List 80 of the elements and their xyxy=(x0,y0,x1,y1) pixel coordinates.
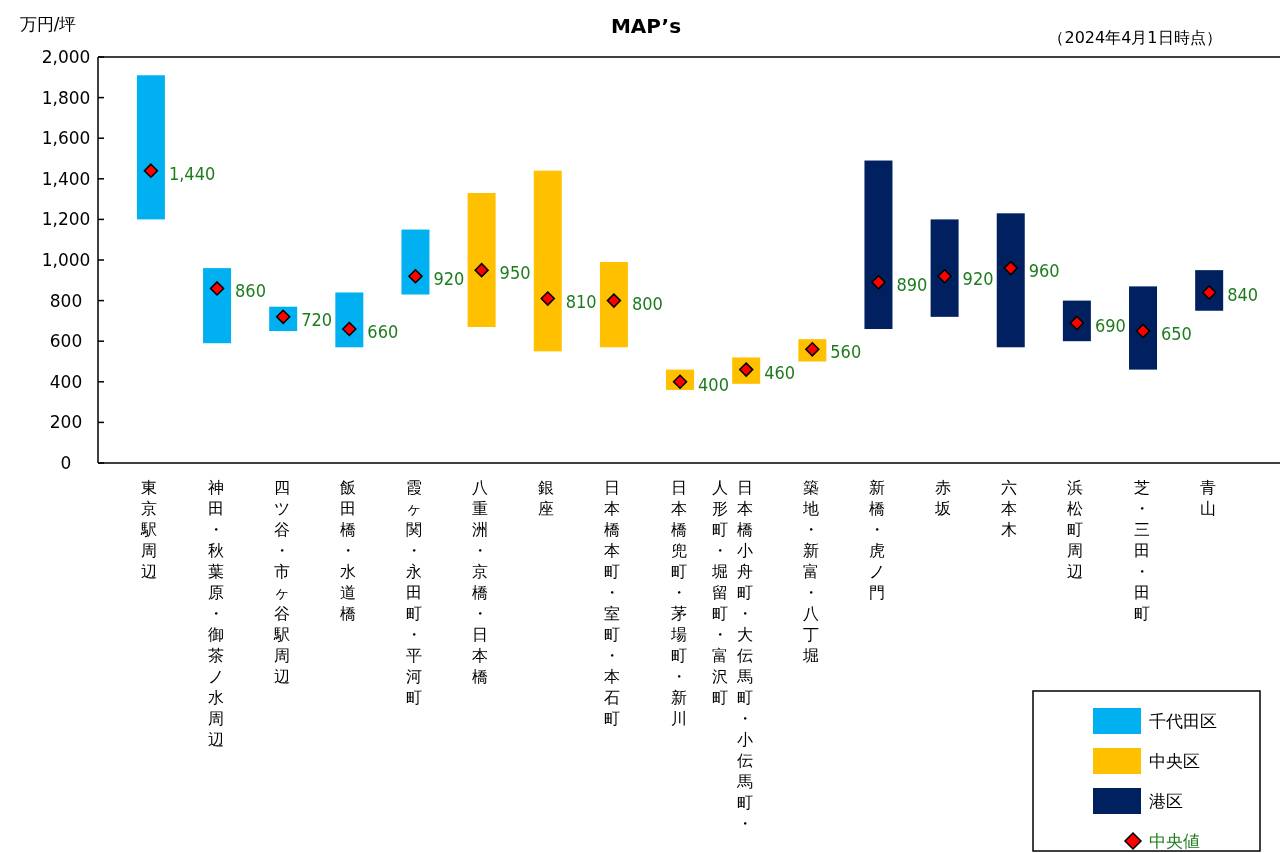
data-label: 660 xyxy=(367,321,399,343)
point xyxy=(540,291,556,306)
x-tick-label: 青山 xyxy=(1199,477,1219,519)
legend-中央区: 中央区 xyxy=(1093,748,1200,774)
point xyxy=(474,262,489,278)
legend-label: 中央値 xyxy=(1149,831,1200,851)
category-label: 四ツ谷・市ヶ谷駅周辺 xyxy=(273,478,293,686)
data-label: 890 xyxy=(896,274,928,296)
category-label: 霞ヶ関・永田町・平河町 xyxy=(405,478,425,707)
y-tick-label: 1,600 xyxy=(41,128,91,149)
y-axis-title: 万円/坪 xyxy=(19,14,77,34)
point xyxy=(937,268,952,284)
bar xyxy=(335,292,364,348)
point xyxy=(143,163,159,178)
bar xyxy=(996,213,1025,348)
data-label: 720 xyxy=(301,308,333,330)
x-tick-label: 飯田橋・水道橋 xyxy=(339,477,359,624)
data-label: 650 xyxy=(1161,323,1192,345)
point xyxy=(606,293,622,308)
point xyxy=(1135,323,1151,339)
y-tick-label: 200 xyxy=(49,412,83,433)
y-tick-label: 1,000 xyxy=(41,250,91,270)
data-label: 840 xyxy=(1227,284,1259,306)
category-label: 日本橋兜町・茅場町・新川 xyxy=(670,478,690,728)
point xyxy=(209,281,225,296)
y-tick-label: 400 xyxy=(49,371,83,392)
bar xyxy=(533,170,562,352)
category-label: 日本橋本町・室町・本石町 xyxy=(604,478,624,728)
legend-港区: 港区 xyxy=(1093,788,1183,814)
data-label: 950 xyxy=(499,262,531,284)
y-tick-label: 800 xyxy=(49,290,83,311)
bar xyxy=(467,193,496,327)
data-label: 690 xyxy=(1094,314,1126,336)
x-tick-label: 東京駅周辺 xyxy=(141,477,161,582)
data-label: 920 xyxy=(433,268,465,290)
x-tick-label: 六本木 xyxy=(1001,477,1021,540)
data-label: 460 xyxy=(764,361,796,383)
legend-label: 中央区 xyxy=(1149,751,1200,771)
legend-中央値: 中央値 xyxy=(1123,831,1200,851)
y-tick-label: 2,000 xyxy=(41,47,91,67)
data-label: 810 xyxy=(565,290,597,312)
point xyxy=(871,275,886,290)
x-tick-label: 芝・三田・田町 xyxy=(1133,477,1153,624)
point xyxy=(408,268,423,284)
x-tick-label: 浜松町周辺 xyxy=(1067,477,1087,582)
data-label: 400 xyxy=(698,373,729,395)
category-label: 築地・新富・八丁堀 xyxy=(802,478,822,665)
bar xyxy=(930,219,959,317)
bar xyxy=(1195,270,1224,311)
bar xyxy=(864,160,893,330)
category-label: 日本橋小舟町・大伝馬町・小伝馬町・人形町・堀留町・富沢町 xyxy=(711,478,756,833)
y-tick-label: 600 xyxy=(49,331,83,352)
bar xyxy=(1062,300,1091,342)
bar xyxy=(1129,286,1158,370)
y-tick-label: 1,400 xyxy=(41,168,91,189)
point xyxy=(1003,260,1018,276)
bar xyxy=(599,262,628,348)
x-tick-label: 新橋・虎ノ門 xyxy=(868,477,888,603)
bar xyxy=(203,268,232,344)
data-label: 960 xyxy=(1028,260,1060,282)
text: （2024年4月1日時点） xyxy=(1048,28,1222,47)
x-tick-label: 銀座 xyxy=(538,477,558,519)
legend-label: 港区 xyxy=(1149,791,1183,811)
data-label: 920 xyxy=(962,268,994,290)
data-label: 1,440 xyxy=(168,162,216,184)
legend-千代田区: 千代田区 xyxy=(1093,708,1217,734)
data-label: 800 xyxy=(631,292,663,314)
chart-title: MAP’s xyxy=(610,14,682,38)
y-tick-label: 0 xyxy=(60,453,72,473)
category-label: 八重洲・京橋・日本橋 xyxy=(472,478,492,686)
bar xyxy=(136,75,165,220)
y-tick-label: 1,800 xyxy=(41,87,91,108)
x-tick-label: 赤坂 xyxy=(935,477,955,519)
bar xyxy=(401,229,430,295)
data-label: 560 xyxy=(830,341,862,363)
y-tick-label: 1,200 xyxy=(41,209,91,230)
category-label: 神田・秋葉原・御茶ノ水周辺 xyxy=(207,478,227,749)
legend-label: 千代田区 xyxy=(1149,711,1217,731)
point xyxy=(342,321,357,337)
data-label: 860 xyxy=(235,280,266,302)
